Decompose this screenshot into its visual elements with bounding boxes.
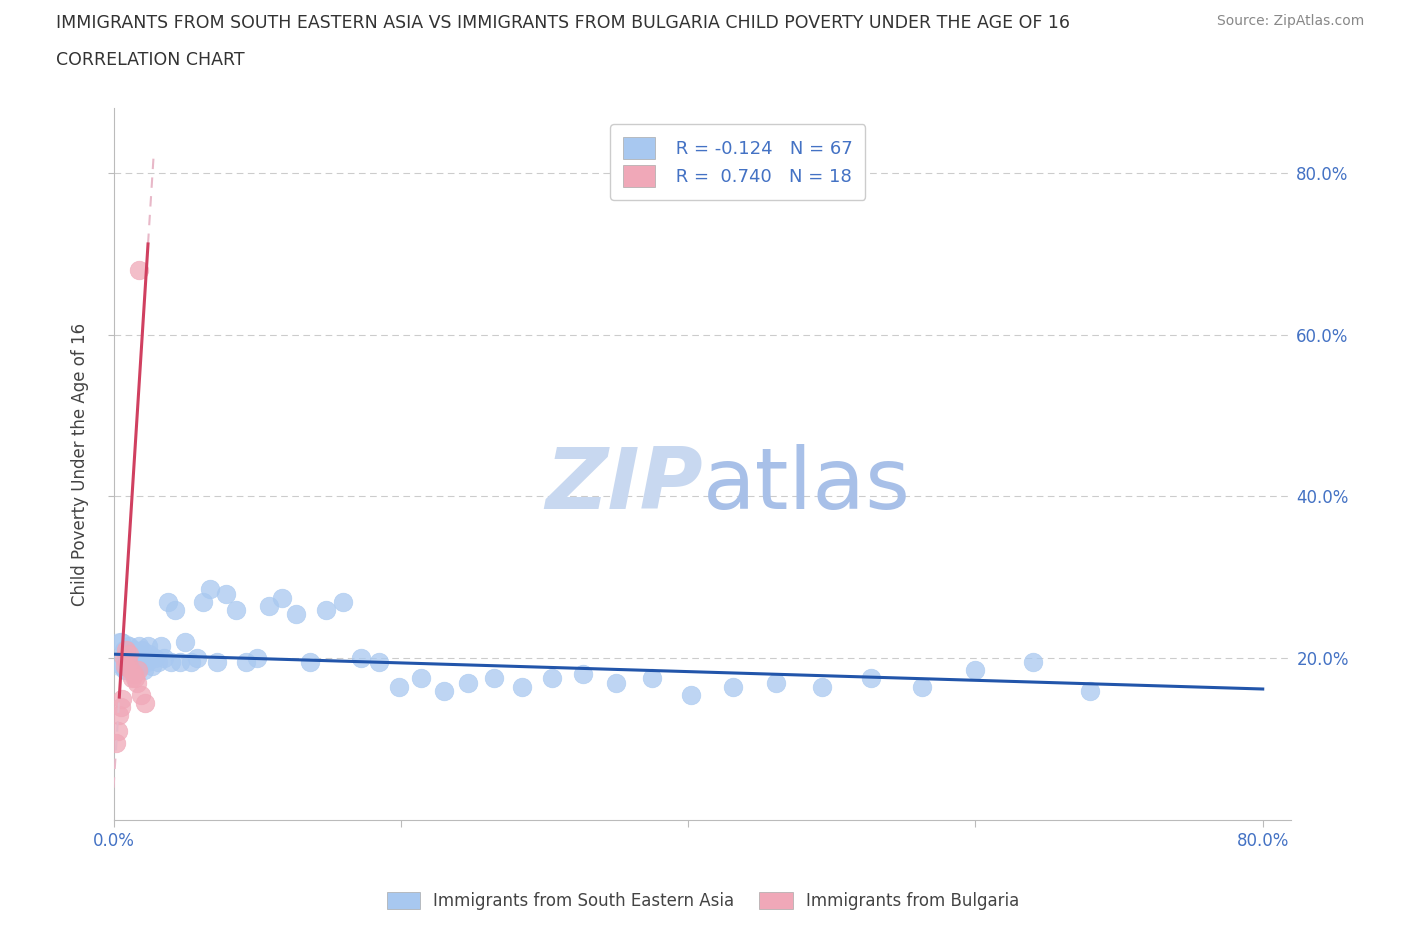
Point bbox=[160, 655, 183, 670]
Legend:  R = -0.124   N = 67,  R =  0.740   N = 18: R = -0.124 N = 67, R = 0.740 N = 18 bbox=[610, 124, 865, 200]
Point bbox=[118, 646, 141, 661]
Point bbox=[131, 643, 153, 658]
Point bbox=[149, 639, 172, 654]
Point bbox=[121, 671, 143, 686]
Point bbox=[315, 603, 337, 618]
Point bbox=[138, 646, 160, 661]
Point bbox=[105, 736, 128, 751]
Point bbox=[433, 684, 456, 698]
Point bbox=[125, 651, 148, 666]
Point bbox=[810, 679, 832, 694]
Text: IMMIGRANTS FROM SOUTH EASTERN ASIA VS IMMIGRANTS FROM BULGARIA CHILD POVERTY UND: IMMIGRANTS FROM SOUTH EASTERN ASIA VS IM… bbox=[56, 14, 1070, 32]
Point bbox=[134, 651, 156, 666]
Text: Source: ZipAtlas.com: Source: ZipAtlas.com bbox=[1216, 14, 1364, 28]
Point bbox=[332, 594, 354, 609]
Point bbox=[198, 582, 221, 597]
Point bbox=[388, 679, 411, 694]
Y-axis label: Child Poverty Under the Age of 16: Child Poverty Under the Age of 16 bbox=[72, 323, 89, 605]
Point bbox=[108, 708, 131, 723]
Point bbox=[165, 603, 187, 618]
Point bbox=[132, 663, 155, 678]
Point bbox=[965, 663, 987, 678]
Point bbox=[128, 262, 150, 277]
Point bbox=[135, 655, 157, 670]
Point bbox=[143, 651, 166, 666]
Point bbox=[157, 594, 180, 609]
Point bbox=[859, 671, 882, 686]
Point bbox=[605, 675, 627, 690]
Point bbox=[124, 671, 146, 686]
Point bbox=[122, 643, 145, 658]
Point bbox=[186, 651, 208, 666]
Point bbox=[112, 643, 135, 658]
Point bbox=[285, 606, 308, 621]
Point bbox=[117, 655, 139, 670]
Text: atlas: atlas bbox=[703, 444, 911, 527]
Point bbox=[107, 724, 129, 738]
Point bbox=[111, 691, 134, 706]
Point bbox=[129, 659, 152, 674]
Point bbox=[114, 659, 136, 674]
Point bbox=[572, 667, 595, 682]
Point bbox=[205, 655, 228, 670]
Point bbox=[136, 639, 159, 654]
Point bbox=[180, 655, 202, 670]
Point bbox=[115, 643, 138, 658]
Point bbox=[174, 634, 197, 649]
Point bbox=[540, 671, 562, 686]
Point bbox=[257, 598, 280, 613]
Text: ZIP: ZIP bbox=[546, 444, 703, 527]
Point bbox=[191, 594, 214, 609]
Point bbox=[409, 671, 432, 686]
Point bbox=[128, 639, 150, 654]
Point bbox=[114, 663, 136, 678]
Point bbox=[235, 655, 257, 670]
Point bbox=[368, 655, 391, 670]
Point bbox=[120, 651, 142, 666]
Text: CORRELATION CHART: CORRELATION CHART bbox=[56, 51, 245, 69]
Point bbox=[270, 591, 292, 605]
Point bbox=[118, 639, 141, 654]
Point bbox=[121, 659, 143, 674]
Point bbox=[679, 687, 702, 702]
Point bbox=[110, 634, 132, 649]
Point bbox=[299, 655, 322, 670]
Point bbox=[146, 655, 169, 670]
Point bbox=[108, 646, 131, 661]
Point bbox=[246, 651, 269, 666]
Point bbox=[127, 663, 149, 678]
Point bbox=[765, 675, 787, 690]
Point bbox=[127, 655, 149, 670]
Point bbox=[1022, 655, 1045, 670]
Point bbox=[124, 663, 146, 678]
Point bbox=[911, 679, 934, 694]
Point bbox=[153, 651, 176, 666]
Point bbox=[214, 586, 236, 601]
Point bbox=[484, 671, 506, 686]
Point bbox=[125, 675, 148, 690]
Point bbox=[721, 679, 744, 694]
Legend: Immigrants from South Eastern Asia, Immigrants from Bulgaria: Immigrants from South Eastern Asia, Immi… bbox=[380, 885, 1026, 917]
Point bbox=[120, 663, 142, 678]
Point bbox=[134, 696, 156, 711]
Point bbox=[169, 655, 191, 670]
Point bbox=[457, 675, 479, 690]
Point bbox=[349, 651, 371, 666]
Point bbox=[112, 651, 135, 666]
Point bbox=[641, 671, 664, 686]
Point bbox=[115, 646, 138, 661]
Point bbox=[129, 687, 152, 702]
Point bbox=[1078, 684, 1101, 698]
Point bbox=[141, 659, 163, 674]
Point bbox=[117, 655, 139, 670]
Point bbox=[225, 603, 247, 618]
Point bbox=[110, 699, 132, 714]
Point bbox=[510, 679, 533, 694]
Point bbox=[111, 659, 134, 674]
Point bbox=[122, 667, 145, 682]
